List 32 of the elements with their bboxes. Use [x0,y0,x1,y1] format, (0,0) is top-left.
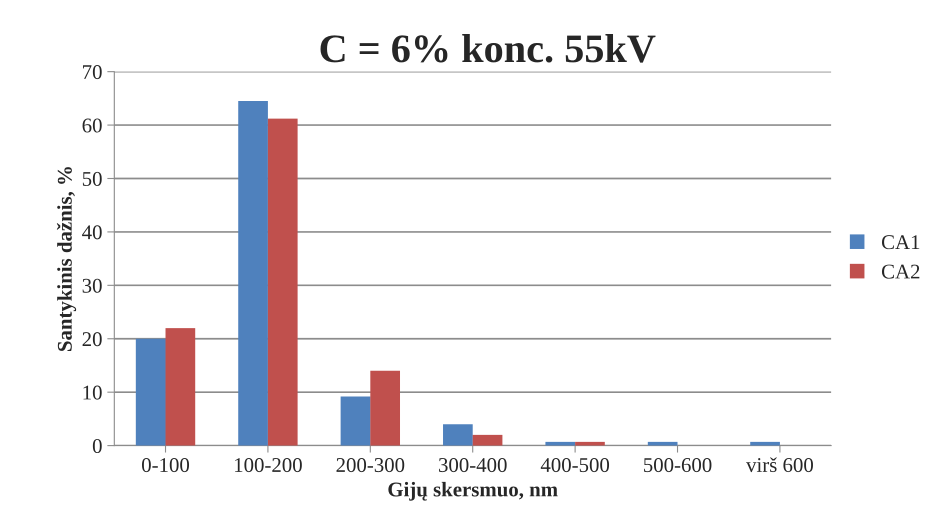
legend-label: CA1 [882,235,920,250]
x-tick-label: 500-600 [644,458,712,472]
y-tick-label: 40 [82,225,102,240]
legend-label: CA2 [882,264,920,279]
bar [166,328,196,446]
x-tick-label: 400-500 [540,458,610,472]
y-tick-label: 0 [92,438,102,454]
bar [750,442,780,446]
bar [575,442,605,446]
chart-title: C = 6% konc. 55kV [320,34,656,63]
bar [545,442,576,446]
x-tick-label: 0-100 [142,458,190,472]
y-tick-label: 10 [84,386,102,400]
x-tick-label: virš 600 [746,457,813,472]
y-tick-label: 20 [82,332,102,346]
bar [136,338,166,446]
bar [268,118,298,446]
bar [472,434,502,446]
x-tick-label: 300-400 [438,458,507,472]
bar [443,424,473,446]
x-tick-label: 100-200 [235,458,302,472]
bar [648,442,678,446]
y-axis-title: Santykinis dažnis, % [56,167,76,352]
y-tick-label: 50 [82,172,102,186]
x-axis-title: Gijų skersmuo, nm [388,482,558,501]
y-tick-label: 70 [83,65,102,80]
bar [340,396,370,446]
bar [238,101,268,446]
y-tick-label: 60 [82,118,102,133]
x-tick-label: 200-300 [336,458,404,472]
bar [370,370,400,446]
y-tick-label: 30 [82,278,102,293]
